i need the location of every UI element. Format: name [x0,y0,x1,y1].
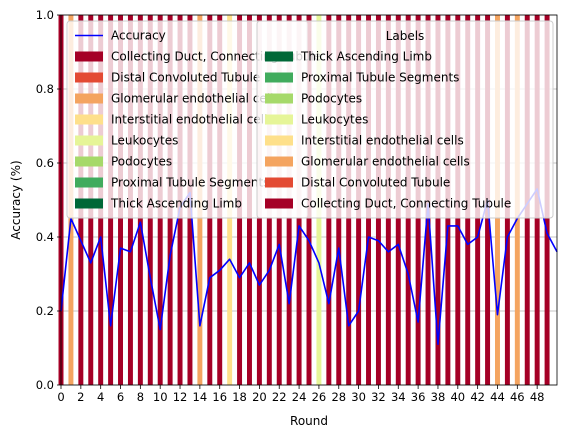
legend-frame [256,20,554,219]
x-axis-label: Round [290,414,328,428]
legend-label-thick-ascending-limb: Thick Ascending Limb [300,50,432,64]
legend-labels: Labels Thick Ascending Limb Proximal Tubul… [256,20,554,219]
line-layer [60,188,558,346]
plot-frame [60,14,558,386]
x-tick-label: 12 [173,390,188,404]
x-tick-label: 36 [411,390,426,404]
legend-label-proximal-tubule-segments: Proximal Tubule Segments [301,71,459,85]
y-tick-label: 0.4 [36,230,54,244]
legend-label-leukocytes: Leukocytes [111,134,178,148]
legend-label-podocytes: Podocytes [301,92,362,106]
legend-swatch-glomerular-endothelial-cells [75,93,103,104]
legend-swatch-leukocytes [75,135,103,146]
x-tick-label: 48 [530,390,545,404]
legend-label-distal-convoluted-tubule: Distal Convoluted Tubule [111,71,260,85]
legend-swatch-distal-convoluted-tubule [265,177,293,188]
legend-swatch-thick-ascending-limb [75,198,103,209]
legend-swatch-leukocytes [265,114,293,125]
x-tick-label: 38 [431,390,446,404]
y-axis-label: Accuracy (%) [9,160,23,239]
x-tick-label: 44 [490,390,505,404]
x-tick-label: 10 [153,390,168,404]
legend-label-glomerular-endothelial-cells: Glomerular endothelial cells [301,155,470,169]
y-tick-label: 0.6 [36,156,54,170]
legend-label-interstitial-endothelial-cells: Interstitial endothelial cells [301,134,464,148]
x-tick-label: 16 [212,390,227,404]
legend-title: Labels [386,29,425,43]
x-tick-label: 42 [470,390,485,404]
legend-label-interstitial-endothelial-cells: Interstitial endothelial cells [111,113,274,127]
legend-label-glomerular-endothelial-cells: Glomerular endothelial cells [111,92,280,106]
legend-label-collecting-duct-connecting-tubule: Collecting Duct, Connecting Tubule [301,197,511,211]
legend-swatch-thick-ascending-limb [265,51,293,62]
legend-swatch-podocytes [75,156,103,167]
x-tick-label: 22 [272,390,287,404]
x-tick-label: 34 [391,390,406,404]
legend-label-thick-ascending-limb: Thick Ascending Limb [110,197,242,211]
x-tick-label: 4 [97,390,104,404]
accuracy-line [60,188,558,346]
legend-swatch-proximal-tubule-segments [75,177,103,188]
y-tick-label: 0.0 [36,378,54,392]
y-tick-label: 0.2 [36,304,54,318]
legend-swatch-interstitial-endothelial-cells [265,135,293,146]
x-tick-label: 6 [117,390,124,404]
legend-swatch-proximal-tubule-segments [265,72,293,83]
x-tick-label: 30 [351,390,366,404]
legend-label-proximal-tubule-segments: Proximal Tubule Segments [111,176,269,190]
x-tick-label: 24 [292,390,307,404]
y-tick-label: 0.8 [36,82,54,96]
legend-label-podocytes: Podocytes [111,155,172,169]
x-tick-label: 18 [232,390,247,404]
x-tick-label: 32 [371,390,386,404]
legend-swatch-distal-convoluted-tubule [75,72,103,83]
x-tick-label: 20 [252,390,267,404]
legend-swatch-collecting-duct-connecting-tubule [265,198,293,209]
legend-label-leukocytes: Leukocytes [301,113,368,127]
x-tick-label: 26 [312,390,327,404]
x-tick-label: 8 [137,390,144,404]
legend-label-accuracy: Accuracy [111,29,166,43]
legend-swatch-podocytes [265,93,293,104]
legend-label-distal-convoluted-tubule: Distal Convoluted Tubule [301,176,450,190]
x-tick-label: 14 [193,390,208,404]
legend-swatch-glomerular-endothelial-cells [265,156,293,167]
x-tick-label: 0 [57,390,64,404]
axis-layer: 0 2 4 6 8 10 12 14 16 18 20 22 24 26 28 30 32 34 36 38 40 42 4… [36,8,545,404]
x-tick-label: 40 [450,390,465,404]
x-tick-label: 46 [510,390,525,404]
y-tick-label: 1.0 [36,8,54,22]
x-tick-label: 28 [331,390,346,404]
legend-swatch-interstitial-endothelial-cells [75,114,103,125]
x-tick-label: 2 [77,390,84,404]
legend-swatch-collecting-duct-connecting-tubule [75,51,103,62]
